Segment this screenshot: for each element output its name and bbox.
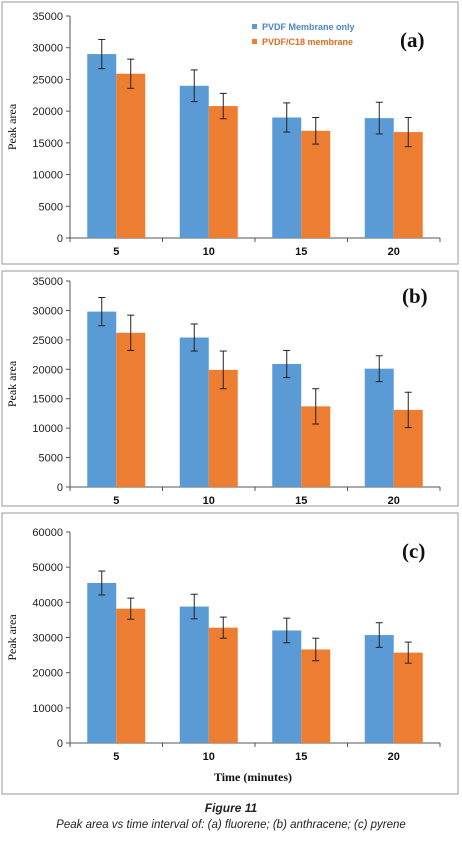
figure-title: Figure 11 (204, 801, 258, 815)
figure-caption: Figure 11 Peak area vs time interval of:… (0, 800, 462, 833)
y-axis-label: Peak area (5, 103, 19, 150)
bar-pvdf-only-10 (179, 337, 209, 487)
x-tick-label: 10 (203, 751, 215, 763)
bar-pvdf-only-20 (364, 635, 394, 743)
y-tick-label: 30000 (32, 633, 63, 645)
bar-pvdf-only-15 (272, 630, 302, 743)
y-tick-label: 10000 (32, 423, 63, 435)
bar-pvdf-c18-20 (393, 132, 423, 238)
bar-pvdf-only-15 (272, 117, 302, 238)
panel-frame (1, 1, 459, 265)
bar-pvdf-c18-15 (301, 649, 331, 743)
bar-pvdf-c18-5 (116, 73, 146, 238)
bar-pvdf-only-20 (364, 118, 394, 238)
y-tick-label: 50000 (32, 562, 63, 574)
bar-pvdf-c18-20 (393, 652, 423, 743)
y-tick-label: 10000 (32, 170, 63, 182)
y-tick-label: 0 (57, 482, 63, 494)
x-tick-label: 10 (203, 495, 215, 507)
bar-pvdf-c18-15 (301, 130, 331, 238)
y-tick-label: 0 (57, 738, 63, 750)
y-tick-label: 20000 (32, 668, 63, 680)
x-tick-label: 15 (295, 246, 307, 258)
legend-swatch (252, 24, 257, 29)
y-tick-label: 10000 (32, 703, 63, 715)
bar-pvdf-only-15 (272, 363, 302, 487)
y-tick-label: 5000 (39, 201, 63, 213)
bar-pvdf-only-20 (364, 368, 394, 487)
figure-caption-text: Peak area vs time interval of: (a) fluor… (56, 819, 406, 831)
y-tick-label: 20000 (32, 106, 63, 118)
bar-pvdf-only-5 (87, 54, 117, 238)
bar-pvdf-c18-5 (116, 608, 146, 743)
panel-label: (a) (400, 28, 425, 52)
y-axis-label: Peak area (5, 360, 19, 407)
bar-pvdf-c18-5 (116, 332, 146, 487)
legend-entry: PVDF/C18 membrane (262, 37, 353, 47)
chart-panel-3: 0 10000 20000 30000 40000 50000 60000 Peak area… (1, 512, 459, 795)
bar-pvdf-c18-10 (208, 369, 238, 487)
bar-pvdf-only-10 (179, 85, 209, 239)
bar-pvdf-only-5 (87, 311, 117, 487)
y-tick-label: 25000 (32, 74, 63, 86)
y-tick-label: 30000 (32, 43, 63, 55)
bar-pvdf-c18-10 (208, 627, 238, 743)
figure: 0 5000 10000 15000 20000 25000 30000 35000 Peak … (1, 1, 459, 795)
x-tick-label: 20 (388, 495, 400, 507)
y-tick-label: 20000 (32, 364, 63, 376)
x-tick-label: 15 (295, 495, 307, 507)
y-tick-label: 60000 (32, 527, 63, 539)
panel-label: (b) (402, 284, 428, 308)
x-tick-label: 20 (388, 751, 400, 763)
legend: PVDF Membrane only PVDF/C18 membrane (252, 22, 355, 47)
x-tick-label: 5 (113, 495, 119, 507)
y-axis-label: Peak area (5, 614, 19, 661)
panel-label: (c) (402, 539, 425, 563)
y-tick-label: 5000 (39, 453, 63, 465)
x-tick-label: 20 (388, 246, 400, 258)
y-tick-label: 40000 (32, 597, 63, 609)
x-tick-label: 15 (295, 751, 307, 763)
y-tick-label: 15000 (32, 394, 63, 406)
bar-pvdf-only-10 (179, 606, 209, 743)
y-tick-label: 0 (57, 233, 63, 245)
chart-panel-1: 0 5000 10000 15000 20000 25000 30000 35000 Peak … (1, 1, 459, 265)
legend-swatch (252, 39, 257, 44)
y-tick-label: 35000 (32, 11, 63, 23)
bar-pvdf-c18-10 (208, 106, 238, 238)
x-axis-title: Time (minutes) (214, 770, 292, 784)
y-tick-label: 15000 (32, 138, 63, 150)
legend-entry: PVDF Membrane only (262, 22, 355, 32)
chart-panel-2: 0 5000 10000 15000 20000 25000 30000 35000 Peak … (1, 270, 459, 507)
bar-pvdf-only-5 (87, 582, 117, 743)
x-tick-label: 5 (113, 751, 119, 763)
y-tick-label: 35000 (32, 276, 63, 288)
x-tick-label: 5 (113, 246, 119, 258)
panel-frame (1, 512, 459, 795)
y-tick-label: 25000 (32, 335, 63, 347)
panel-frame (1, 270, 459, 507)
y-tick-label: 30000 (32, 305, 63, 317)
x-tick-label: 10 (203, 246, 215, 258)
